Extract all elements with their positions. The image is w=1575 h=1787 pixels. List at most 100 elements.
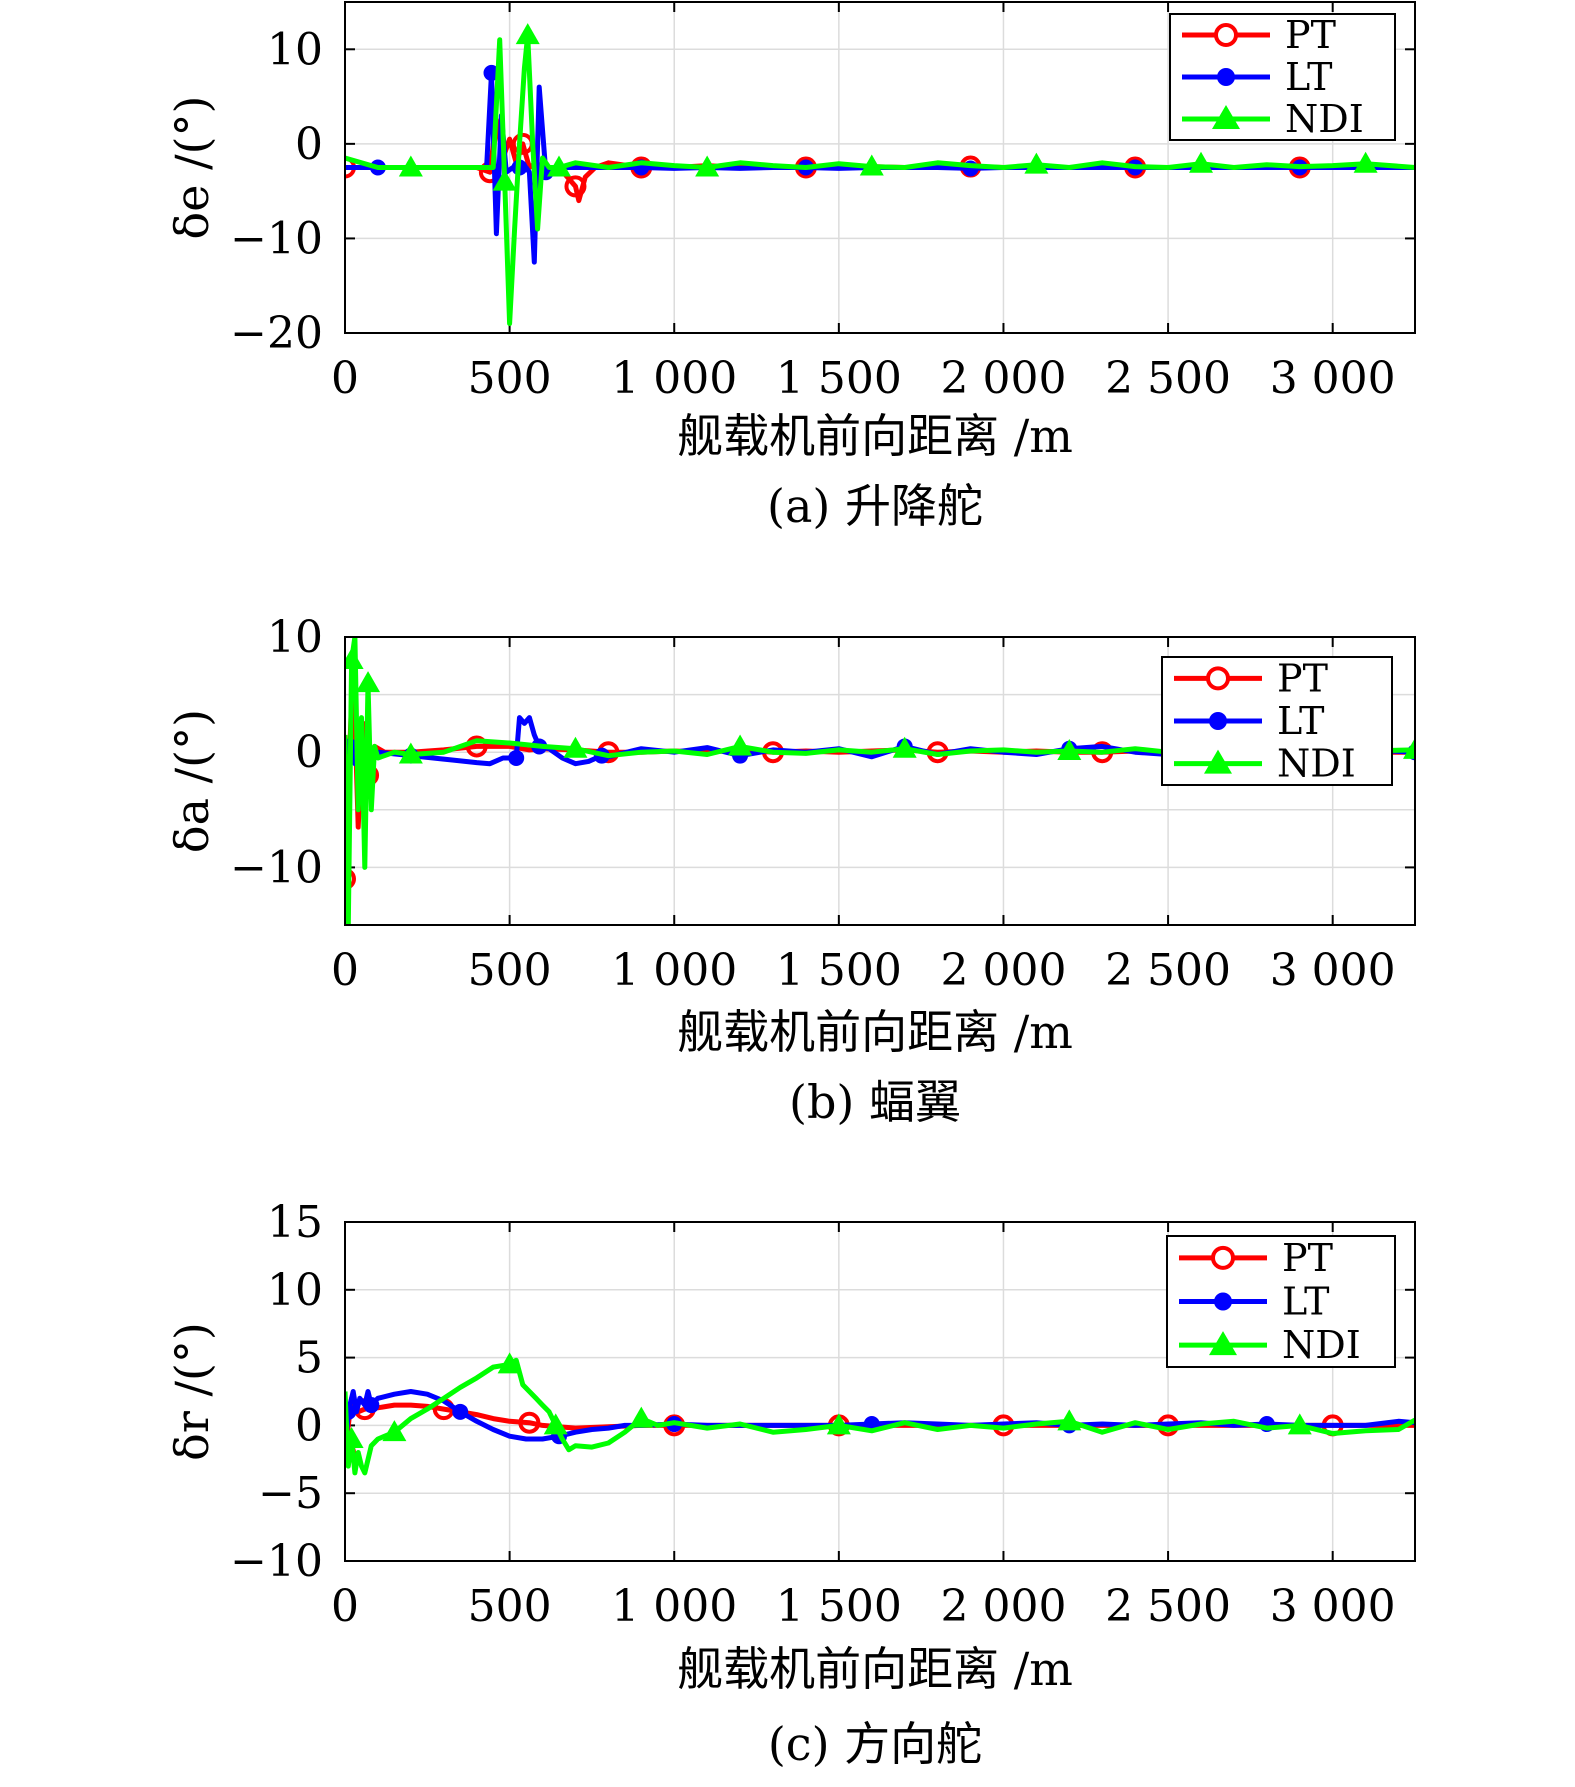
x-tick-label: 2 000 xyxy=(940,1581,1066,1632)
series-line-NDI xyxy=(345,1357,1415,1476)
y-axis-label: δa /(°) xyxy=(165,709,219,853)
plot-frame xyxy=(344,1221,1416,1562)
legend-label-LT: LT xyxy=(1277,699,1324,743)
legend-marker xyxy=(1204,749,1232,774)
legend-label-NDI: NDI xyxy=(1282,1323,1361,1367)
panel-caption: (b) 蝠翼 xyxy=(789,1075,961,1129)
data-point xyxy=(1353,151,1378,173)
legend-marker xyxy=(1206,666,1230,691)
data-point xyxy=(1024,152,1049,174)
legend-marker xyxy=(1217,68,1235,86)
chart-panel-0: 0 500 1 000 1 500 2 000 2 500 3 000 −20 −10 0 10 舰载… xyxy=(165,1,1416,533)
data-point xyxy=(564,175,587,198)
data-point xyxy=(497,1352,522,1374)
x-tick-label: 0 xyxy=(331,353,359,404)
data-point xyxy=(382,1420,407,1442)
x-tick-label: 1 000 xyxy=(611,945,737,996)
y-tick-label: 10 xyxy=(267,1265,323,1316)
data-point xyxy=(452,1403,469,1420)
data-point xyxy=(629,1406,654,1428)
legend-label-LT: LT xyxy=(1285,55,1332,99)
data-point xyxy=(363,1397,380,1414)
y-tick-label: −20 xyxy=(230,308,323,359)
x-tick-label: 3 000 xyxy=(1270,945,1396,996)
data-point xyxy=(547,155,571,177)
data-point xyxy=(563,736,588,758)
legend-label-NDI: NDI xyxy=(1277,742,1356,786)
data-point xyxy=(492,169,517,191)
data-point xyxy=(1057,739,1082,761)
data-point xyxy=(515,23,540,45)
data-point xyxy=(826,1413,851,1435)
y-axis-label: δe /(°) xyxy=(165,96,219,240)
panel-caption: (a) 升降舵 xyxy=(767,479,983,533)
x-axis-label: 舰载机前向距离 /m xyxy=(677,1642,1073,1696)
legend-marker xyxy=(1211,1245,1235,1270)
data-point xyxy=(1189,151,1213,173)
x-tick-label: 1 500 xyxy=(776,353,902,404)
y-tick-label: 10 xyxy=(267,24,323,75)
data-point xyxy=(1403,737,1415,759)
x-tick-label: 500 xyxy=(468,353,552,404)
legend-label-PT: PT xyxy=(1282,1236,1333,1280)
data-point xyxy=(518,1411,541,1434)
legend-marker xyxy=(1212,105,1240,129)
data-point xyxy=(398,155,423,177)
data-point xyxy=(345,867,356,890)
data-point xyxy=(728,734,753,756)
x-tick-label: 1 500 xyxy=(776,945,902,996)
data-point xyxy=(508,749,525,766)
legend-label-PT: PT xyxy=(1285,13,1336,57)
series-group xyxy=(345,23,1415,326)
series-line-NDI xyxy=(345,32,1415,326)
chart-panel-1: 0 500 1 000 1 500 2 000 2 500 3 000 −10 0 10 舰载机前向… xyxy=(165,612,1416,1129)
y-tick-label: −10 xyxy=(230,213,323,264)
legend-marker xyxy=(1209,1331,1237,1356)
data-point xyxy=(1057,1409,1082,1431)
x-tick-label: 1 000 xyxy=(611,353,737,404)
x-tick-label: 2 000 xyxy=(940,945,1066,996)
y-axis-label: δr /(°) xyxy=(165,1322,219,1461)
y-tick-label: 0 xyxy=(295,727,323,778)
y-tick-label: 15 xyxy=(267,1197,323,1248)
y-tick-label: 10 xyxy=(267,612,323,663)
x-tick-label: 0 xyxy=(331,1581,359,1632)
data-point xyxy=(892,736,917,758)
x-tick-label: 0 xyxy=(331,945,359,996)
x-tick-label: 3 000 xyxy=(1270,353,1396,404)
y-tick-label: −10 xyxy=(230,842,323,893)
series-group xyxy=(345,1352,1415,1476)
x-tick-label: 2 000 xyxy=(940,353,1066,404)
x-tick-label: 500 xyxy=(468,1581,552,1632)
data-point xyxy=(859,154,884,176)
x-tick-label: 2 500 xyxy=(1105,945,1231,996)
x-tick-label: 500 xyxy=(468,945,552,996)
y-tick-label: 0 xyxy=(295,1400,323,1451)
plot-frame xyxy=(344,636,1416,926)
x-tick-label: 3 000 xyxy=(1270,1581,1396,1632)
plot-frame xyxy=(344,1,1416,334)
x-tick-label: 1 000 xyxy=(611,1581,737,1632)
y-tick-label: −10 xyxy=(230,1536,323,1587)
chart-panel-2: 0 500 1 000 1 500 2 000 2 500 3 000 −10 −5 0 5 10 15… xyxy=(165,1197,1416,1771)
y-tick-label: −5 xyxy=(258,1468,323,1519)
panel-caption: (c) 方向舵 xyxy=(768,1717,982,1771)
y-tick-label: 0 xyxy=(295,119,323,170)
data-point xyxy=(356,671,381,693)
legend-label-PT: PT xyxy=(1277,656,1328,700)
legend-marker xyxy=(1214,23,1238,47)
x-tick-label: 2 500 xyxy=(1105,1581,1231,1632)
legend-label-LT: LT xyxy=(1282,1280,1329,1324)
legend-marker xyxy=(1214,1292,1232,1311)
legend-label-NDI: NDI xyxy=(1285,97,1364,141)
series-line-LT xyxy=(345,715,1415,767)
data-point xyxy=(695,155,720,177)
x-axis-label: 舰载机前向距离 /m xyxy=(677,1005,1073,1059)
x-axis-label: 舰载机前向距离 /m xyxy=(677,409,1073,463)
y-tick-label: 5 xyxy=(295,1333,323,1384)
legend-marker xyxy=(1209,712,1227,730)
data-point xyxy=(345,1426,364,1448)
